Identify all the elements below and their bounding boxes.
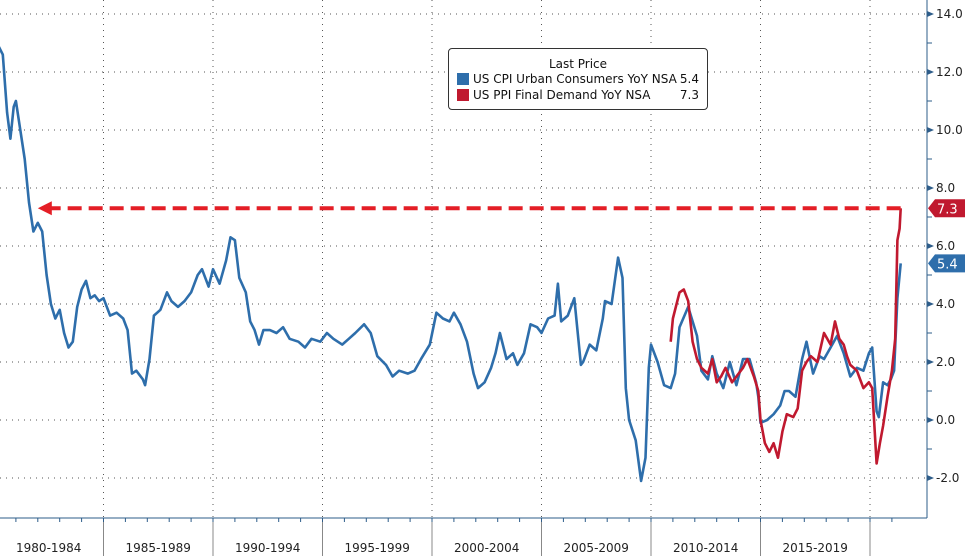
legend-label-cpi: US CPI Urban Consumers YoY NSA bbox=[473, 72, 677, 86]
legend-item-ppi: US PPI Final Demand YoY NSA 7.3 bbox=[457, 87, 707, 103]
legend-swatch-cpi bbox=[457, 73, 469, 85]
y-tick-marker bbox=[927, 185, 934, 191]
legend-item-cpi: US CPI Urban Consumers YoY NSA 5.4 bbox=[457, 71, 707, 87]
y-tick-marker bbox=[927, 11, 934, 17]
last-price-tag-cpi bbox=[928, 254, 965, 273]
series-line-cpi bbox=[0, 46, 902, 483]
y-tick-label: 2.0 bbox=[936, 355, 955, 369]
x-tick-label: 1980-1984 bbox=[16, 541, 81, 555]
y-tick-marker bbox=[927, 127, 934, 133]
x-tick-label: 1995-1999 bbox=[345, 541, 410, 555]
arrow-head-icon bbox=[37, 201, 52, 216]
y-tick-label: 8.0 bbox=[936, 181, 955, 195]
x-tick-label: 1990-1994 bbox=[235, 541, 300, 555]
y-tick-marker bbox=[927, 475, 934, 481]
y-tick-label: 6.0 bbox=[936, 239, 955, 253]
y-tick-label: 14.0 bbox=[936, 7, 963, 21]
y-tick-marker bbox=[927, 243, 934, 249]
x-tick-label: 2010-2014 bbox=[673, 541, 738, 555]
legend-label-ppi: US PPI Final Demand YoY NSA bbox=[473, 88, 651, 102]
y-tick-marker bbox=[927, 417, 934, 423]
y-tick-marker bbox=[927, 359, 934, 365]
legend-title: Last Price bbox=[548, 57, 608, 71]
x-tick-label: 1985-1989 bbox=[126, 541, 191, 555]
y-tick-label: 12.0 bbox=[936, 65, 963, 79]
legend-swatch-ppi bbox=[457, 89, 469, 101]
x-tick-label: 2005-2009 bbox=[564, 541, 629, 555]
series-line-ppi bbox=[669, 208, 902, 465]
y-tick-label: 10.0 bbox=[936, 123, 963, 137]
legend-value-cpi: 5.4 bbox=[679, 72, 699, 86]
legend: Last Price US CPI Urban Consumers YoY NS… bbox=[448, 48, 708, 110]
last-price-value-ppi: 7.3 bbox=[937, 202, 958, 217]
y-tick-label: -2.0 bbox=[936, 471, 959, 485]
y-tick-marker bbox=[927, 69, 934, 75]
y-tick-label: 4.0 bbox=[936, 297, 955, 311]
y-tick-label: 0.0 bbox=[936, 413, 955, 427]
last-price-value-cpi: 5.4 bbox=[937, 257, 958, 272]
legend-value-ppi: 7.3 bbox=[679, 88, 699, 102]
x-tick-label: 2015-2019 bbox=[783, 541, 848, 555]
y-tick-marker bbox=[927, 301, 934, 307]
x-tick-label: 2000-2004 bbox=[454, 541, 519, 555]
last-price-tag-ppi bbox=[928, 199, 965, 218]
